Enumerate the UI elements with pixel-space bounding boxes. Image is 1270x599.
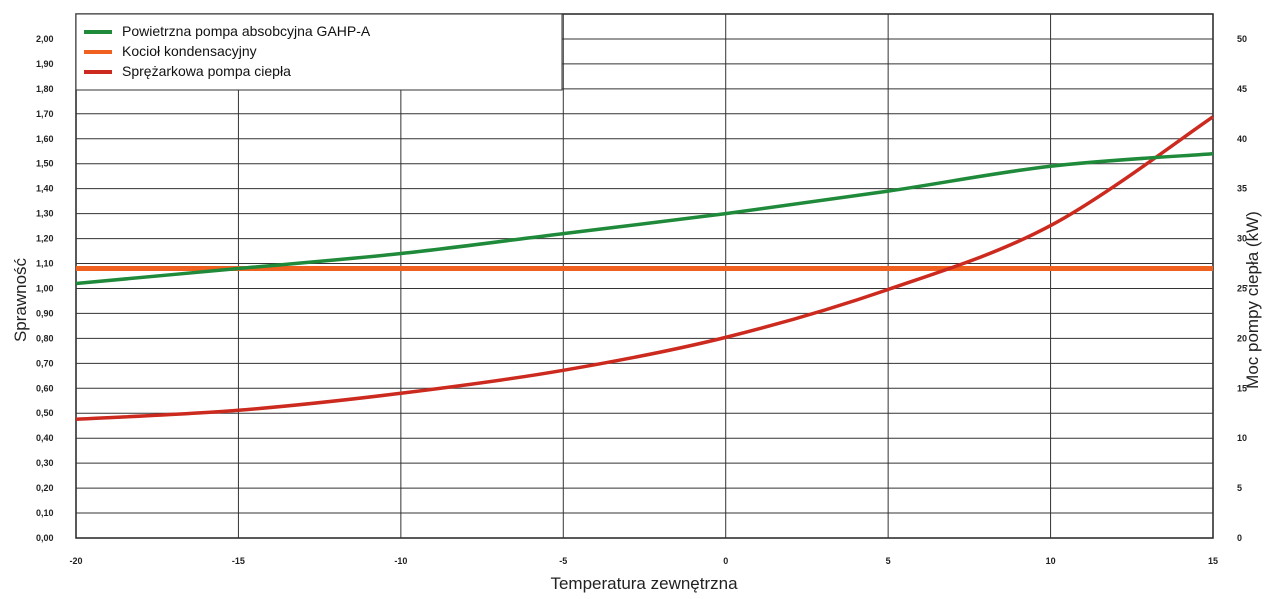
y-axis-title: Sprawność [11,257,30,342]
tick-labels: 0,00 0,10 0,20 0,30 0,40 0,50 0,60 0,70 0,80 0,90… [36,34,1247,566]
x-tick-label: 0 [723,556,728,566]
grid [76,14,1213,538]
x-tick-label: 10 [1046,556,1056,566]
y2-tick-label: 40 [1237,134,1247,144]
y-tick-label: 1,10 [36,259,54,269]
y2-tick-label: 5 [1237,483,1242,493]
y2-tick-label: 20 [1237,333,1247,343]
y-tick-label: 0,40 [36,433,54,443]
y2-tick-label: 15 [1237,383,1247,393]
y-tick-label: 1,50 [36,159,54,169]
y-tick-label: 0,10 [36,508,54,518]
y-tick-label: 1,20 [36,234,54,244]
legend: Powietrzna pompa absobcyjna GAHP-A Kocioł… [75,13,563,91]
y-tick-label: 1,70 [36,109,54,119]
y-tick-label: 0,90 [36,308,54,318]
x-tick-label: -5 [559,556,567,566]
y-tick-label: 1,80 [36,84,54,94]
series-lines [75,115,1214,421]
y-tick-label: 1,30 [36,209,54,219]
y-tick-label: 0,60 [36,383,54,393]
y-tick-label: 0,70 [36,358,54,368]
y2-tick-label: 35 [1237,184,1247,194]
y-tick-label: 0,20 [36,483,54,493]
y-tick-label: 0,50 [36,408,54,418]
x-tick-label: 5 [886,556,891,566]
x-tick-label: 15 [1208,556,1218,566]
series-line-2 [75,115,1214,421]
series-line-0 [75,151,1214,286]
y-tick-label: 0,00 [36,533,54,543]
y-tick-label: 0,30 [36,458,54,468]
y2-tick-label: 30 [1237,234,1247,244]
y2-tick-label: 0 [1237,533,1242,543]
y-tick-label: 1,00 [36,283,54,293]
legend-entry: Kocioł kondensacyjny [122,43,257,59]
y2-tick-label: 10 [1237,433,1247,443]
x-tick-label: -20 [69,556,82,566]
legend-entry: Sprężarkowa pompa ciepła [122,63,291,79]
y-tick-label: 2,00 [36,34,54,44]
x-tick-label: -15 [232,556,245,566]
legend-box [75,13,563,91]
plot-area [75,13,1214,539]
y-tick-label: 0,80 [36,333,54,343]
x-axis-title: Temperatura zewnętrzna [550,574,738,593]
x-tick-label: -10 [394,556,407,566]
y2-tick-label: 25 [1237,283,1247,293]
y2-axis-title: Moc pompy ciepła (kW) [1243,211,1262,389]
y2-tick-label: 45 [1237,84,1247,94]
y-tick-label: 1,90 [36,59,54,69]
y-tick-label: 1,40 [36,184,54,194]
y-tick-label: 1,60 [36,134,54,144]
y2-tick-label: 50 [1237,34,1247,44]
legend-entry: Powietrzna pompa absobcyjna GAHP-A [122,23,371,39]
